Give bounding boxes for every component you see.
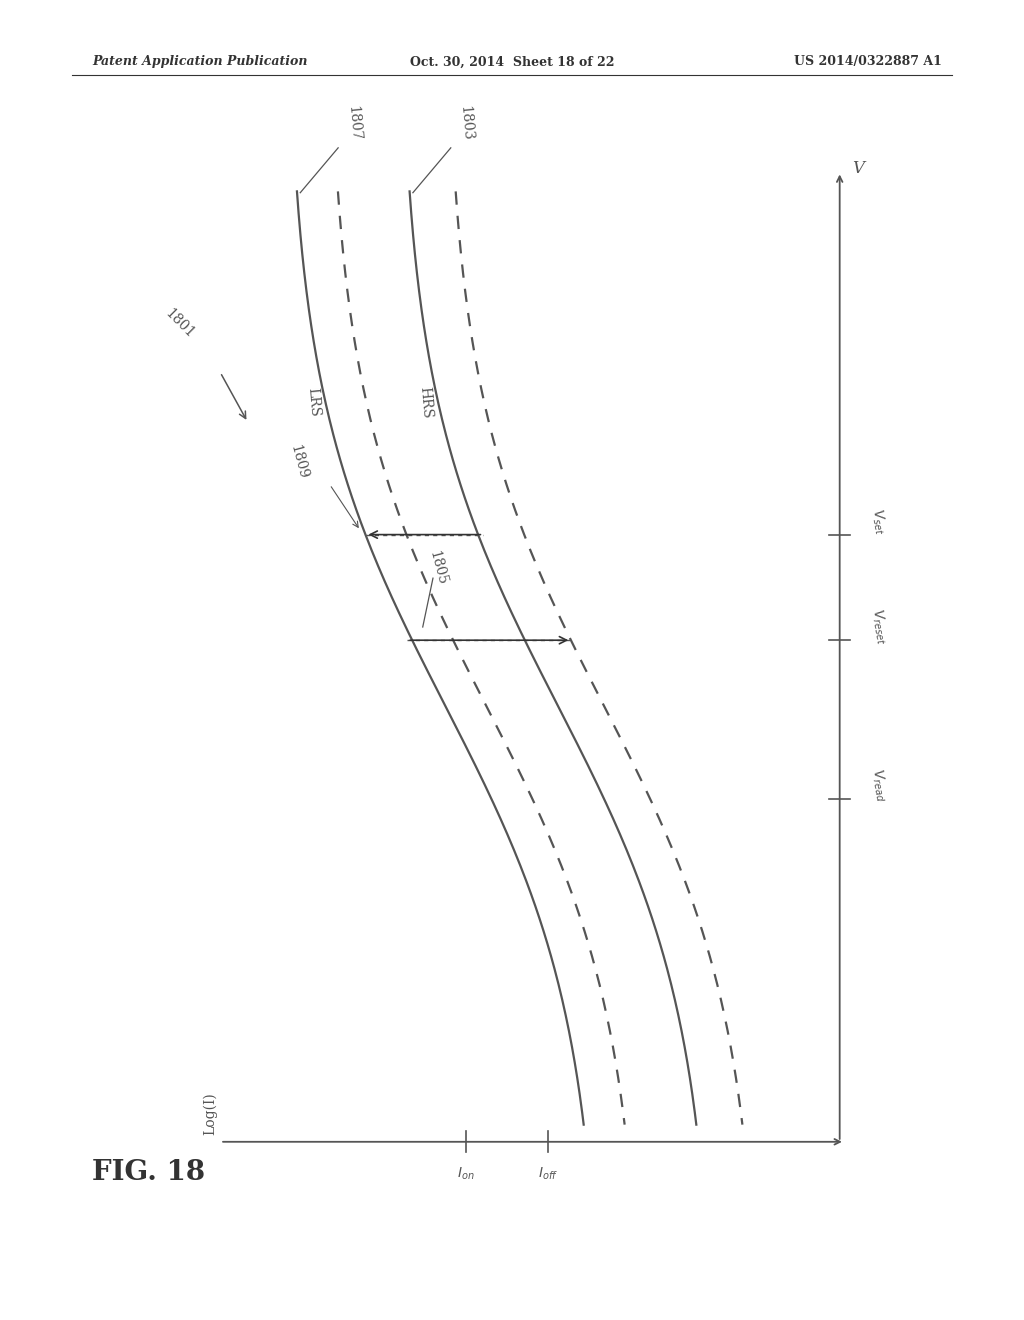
Text: HRS: HRS <box>418 387 434 418</box>
Text: 1809: 1809 <box>288 444 310 480</box>
Text: Log(I): Log(I) <box>203 1093 217 1135</box>
Text: 1807: 1807 <box>345 104 362 141</box>
Text: $I_{off}$: $I_{off}$ <box>538 1166 558 1181</box>
Text: Patent Application Publication: Patent Application Publication <box>92 55 307 69</box>
Text: $I_{on}$: $I_{on}$ <box>457 1166 475 1181</box>
Text: $V_{reset}$: $V_{reset}$ <box>868 607 891 647</box>
Text: 1805: 1805 <box>427 549 450 586</box>
Text: FIG. 18: FIG. 18 <box>92 1159 205 1185</box>
Text: $V_{set}$: $V_{set}$ <box>868 507 889 536</box>
Text: 1801: 1801 <box>162 306 197 341</box>
Text: V: V <box>852 161 864 177</box>
Text: 1803: 1803 <box>458 106 475 141</box>
Text: Oct. 30, 2014  Sheet 18 of 22: Oct. 30, 2014 Sheet 18 of 22 <box>410 55 614 69</box>
Text: US 2014/0322887 A1: US 2014/0322887 A1 <box>795 55 942 69</box>
Text: LRS: LRS <box>305 388 322 417</box>
Text: $V_{read}$: $V_{read}$ <box>868 767 890 804</box>
